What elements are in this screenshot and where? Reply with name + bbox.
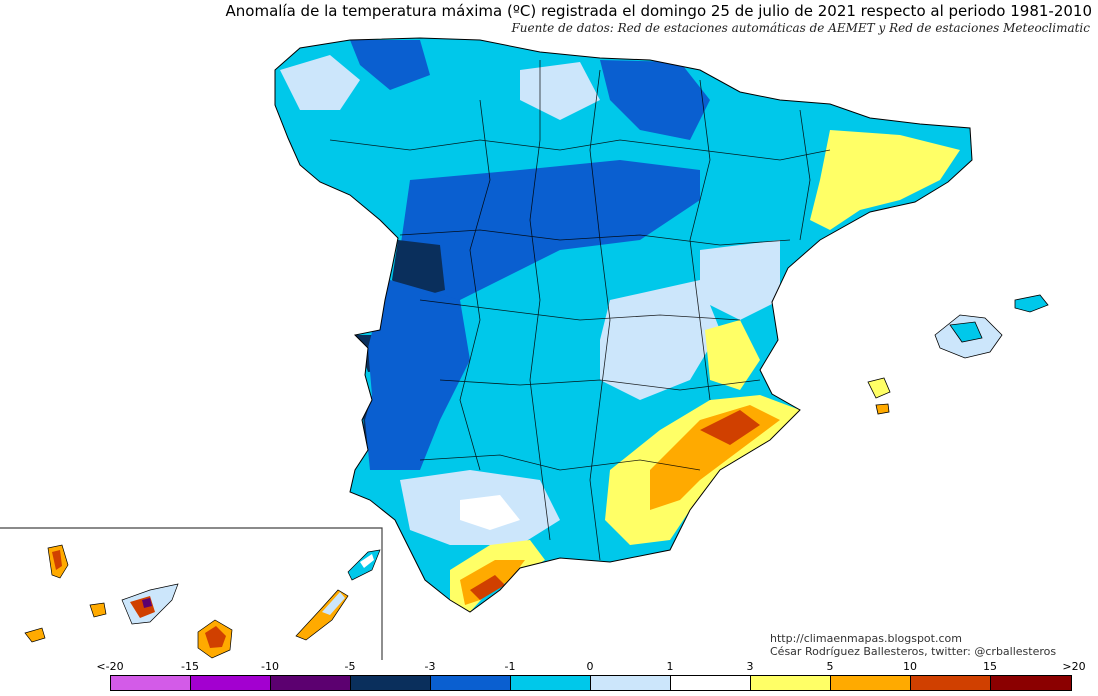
legend-segment (911, 676, 991, 690)
balearic-islands (867, 294, 1049, 415)
author-credit: César Rodríguez Ballesteros, twitter: @c… (770, 645, 1057, 658)
legend-segment (591, 676, 671, 690)
legend-segment (351, 676, 431, 690)
blog-url[interactable]: http://climaenmapas.blogspot.com (770, 632, 962, 645)
legend-tick: -3 (424, 660, 436, 673)
legend-segment (511, 676, 591, 690)
portugal-border (290, 165, 398, 492)
legend-tick: -5 (344, 660, 356, 673)
legend-tick: -10 (261, 660, 279, 673)
legend-tick: 0 (586, 660, 594, 673)
legend-tick: <-20 (96, 660, 124, 673)
peninsula-outline (274, 37, 973, 613)
legend-tick: 10 (903, 660, 917, 673)
legend-tick: 1 (666, 660, 674, 673)
legend-segment (191, 676, 271, 690)
legend-tick: 15 (983, 660, 997, 673)
legend-segment (751, 676, 831, 690)
legend-tick: 3 (746, 660, 754, 673)
canary-islands-inset (0, 527, 383, 660)
legend-segment (671, 676, 751, 690)
legend-segment (431, 676, 511, 690)
legend-segment (111, 676, 191, 690)
color-legend (110, 675, 1072, 691)
legend-tick: >20 (1062, 660, 1086, 673)
province-borders (329, 60, 831, 561)
legend-segment (831, 676, 911, 690)
data-source-subtitle: Fuente de datos: Red de estaciones autom… (511, 21, 1090, 35)
legend-segment (991, 676, 1071, 690)
legend-tick: -15 (181, 660, 199, 673)
map-title: Anomalía de la temperatura máxima (ºC) r… (225, 2, 1092, 20)
legend-tick: -1 (504, 660, 516, 673)
legend-segment (271, 676, 351, 690)
legend-tick: 5 (826, 660, 834, 673)
anomaly-map (0, 37, 1049, 660)
